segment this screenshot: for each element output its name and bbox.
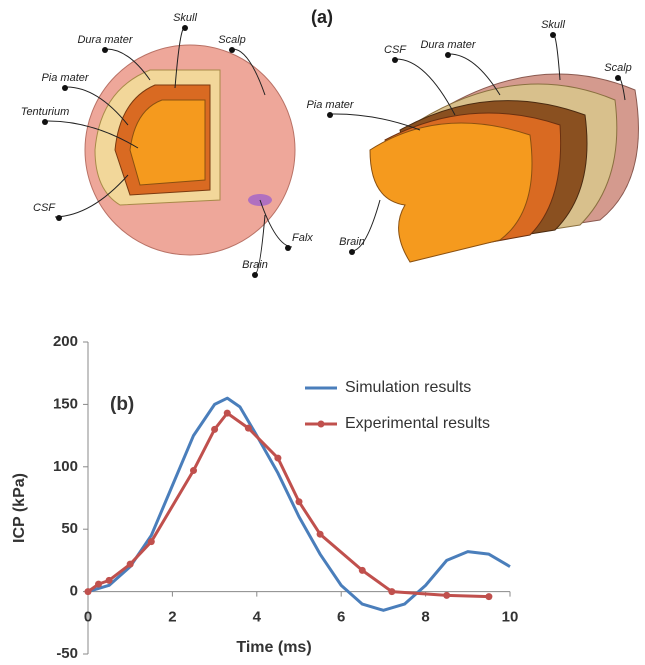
x-tick-label: 6 <box>337 609 345 626</box>
data-point <box>244 424 252 432</box>
data-point <box>295 498 303 506</box>
part-label: Pia mater <box>306 99 354 111</box>
leader-dot <box>349 249 355 255</box>
leader-line <box>44 120 139 149</box>
part-label: Brain <box>339 236 365 248</box>
part-label: Falx <box>292 232 313 244</box>
data-point <box>190 467 197 475</box>
part-label: CSF <box>33 202 56 214</box>
part-label: Skull <box>541 19 565 31</box>
data-point <box>358 566 366 574</box>
x-tick-label: 4 <box>253 609 262 626</box>
leader-dot <box>392 57 398 63</box>
leader-dot <box>62 85 68 91</box>
part-label: Scalp <box>604 62 632 74</box>
leader-line <box>552 33 561 81</box>
legend-marker <box>317 420 325 428</box>
part-label: Brain <box>242 259 268 271</box>
leader-dot <box>182 25 188 31</box>
data-point <box>211 425 219 433</box>
legend-label: Experimental results <box>345 415 490 432</box>
data-point <box>84 588 92 596</box>
panel-label: (a) <box>311 7 333 27</box>
part-label: Dura mater <box>77 34 133 46</box>
leader-dot <box>56 215 62 221</box>
part-label: Pia mater <box>41 72 89 84</box>
leader-dot <box>102 47 108 53</box>
leader-dot <box>252 272 258 278</box>
leader-dot <box>285 245 291 251</box>
series-line <box>87 396 511 612</box>
data-point <box>105 576 113 584</box>
y-tick-label: -50 <box>56 645 78 662</box>
data-point <box>443 591 451 599</box>
leader-line <box>54 174 129 218</box>
y-tick-label: 150 <box>53 395 78 412</box>
part-label: Tenturium <box>21 106 70 118</box>
leader-line <box>104 48 151 81</box>
leader-dot <box>445 52 451 58</box>
panel-label: (b) <box>110 394 134 415</box>
data-point <box>388 588 396 596</box>
y-axis-label: ICP (kPa) <box>11 473 28 543</box>
leader-line <box>329 113 421 131</box>
leader-line <box>64 86 129 126</box>
legend-label: Simulation results <box>345 379 471 396</box>
part-label: Dura mater <box>420 39 476 51</box>
leader-dot <box>42 119 48 125</box>
head-model-left <box>84 44 296 256</box>
y-tick-label: 100 <box>53 458 78 475</box>
y-tick-label: 50 <box>61 520 78 537</box>
x-tick-label: 8 <box>421 609 429 626</box>
x-tick-label: 2 <box>168 609 176 626</box>
y-tick-label: 0 <box>70 583 78 600</box>
x-tick-label: 10 <box>502 609 519 626</box>
data-point <box>485 593 493 601</box>
data-point <box>126 560 134 568</box>
x-tick-label: 0 <box>84 609 92 626</box>
data-point <box>223 409 231 417</box>
y-tick-label: 200 <box>53 333 78 350</box>
x-axis-label: Time (ms) <box>236 639 311 656</box>
data-point <box>316 530 324 538</box>
data-point <box>147 538 155 546</box>
part-label: CSF <box>384 44 407 56</box>
leader-dot <box>327 112 333 118</box>
part-label: Scalp <box>218 34 246 46</box>
part-label: Skull <box>173 12 197 24</box>
head-model-right <box>369 73 639 263</box>
data-point <box>274 454 282 462</box>
leader-dot <box>615 75 621 81</box>
leader-line <box>394 58 456 116</box>
leader-dot <box>229 47 235 53</box>
leader-dot <box>550 32 556 38</box>
leader-line <box>447 53 501 96</box>
series-line <box>87 411 489 599</box>
data-point <box>95 580 103 588</box>
